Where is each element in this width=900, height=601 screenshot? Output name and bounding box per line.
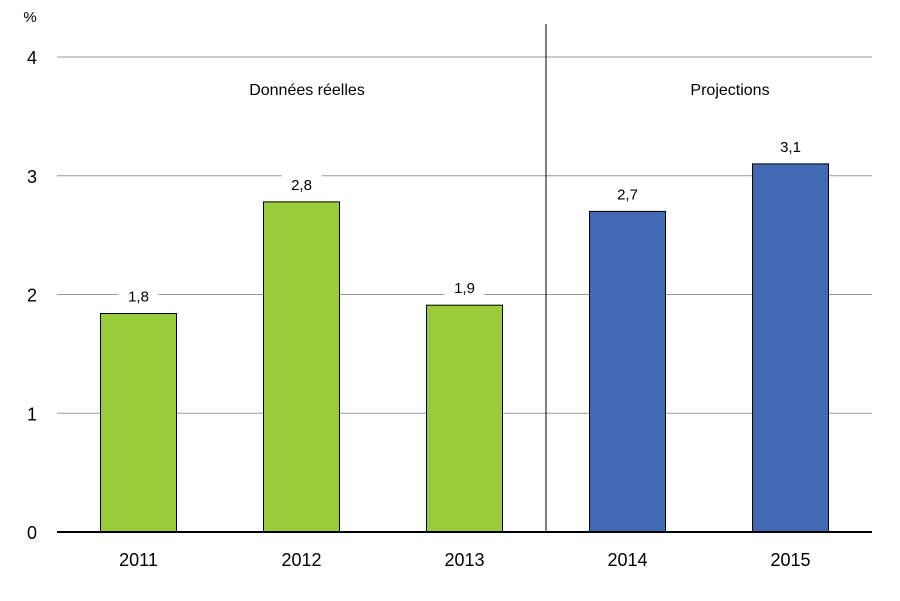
data-label: 2,7 xyxy=(617,186,638,203)
data-label: 3,1 xyxy=(780,139,801,156)
data-labels: 1,8 2,8 1,9 2,7 3,1 xyxy=(118,135,811,306)
bar xyxy=(426,304,503,533)
bar xyxy=(752,163,829,533)
x-tick-label: 2012 xyxy=(281,550,321,570)
x-tick-label: 2015 xyxy=(770,550,810,570)
data-label-background xyxy=(770,135,811,156)
bar xyxy=(589,210,666,533)
x-tick-labels: 2011 2012 2013 2014 2015 xyxy=(119,550,810,570)
y-tick-label: 3 xyxy=(27,167,37,187)
data-label-background xyxy=(444,277,485,298)
y-tick-label: 1 xyxy=(27,404,37,424)
x-tick-label: 2014 xyxy=(607,550,647,570)
data-label: 2,8 xyxy=(291,177,312,194)
bar xyxy=(100,313,177,533)
bar xyxy=(263,201,340,533)
data-label: 1,8 xyxy=(128,289,149,306)
data-label-background xyxy=(607,183,648,204)
x-tick-label: 2013 xyxy=(444,550,484,570)
y-tick-label: 4 xyxy=(27,48,37,68)
y-tick-label: 0 xyxy=(27,523,37,543)
x-tick-label: 2011 xyxy=(119,550,158,570)
data-label-background xyxy=(281,173,322,194)
section-label-projections: Projections xyxy=(690,82,769,99)
bars xyxy=(100,163,829,533)
y-tick-labels: 0 1 2 3 4 xyxy=(27,48,37,543)
data-label-background xyxy=(118,285,159,306)
y-tick-label: 2 xyxy=(27,286,37,306)
y-axis-unit-label: % xyxy=(23,9,36,26)
section-label-actual: Données réelles xyxy=(249,82,365,99)
data-label: 1,9 xyxy=(454,280,475,297)
